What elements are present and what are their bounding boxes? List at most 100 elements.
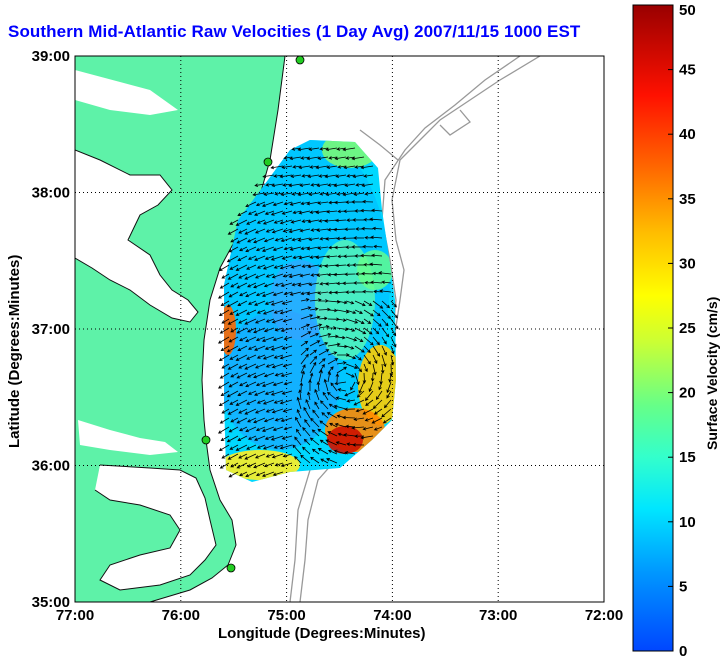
velocity-arrow (226, 345, 239, 353)
velocity-arrow (247, 372, 257, 378)
velocity-arrow (319, 439, 329, 446)
velocity-arrow (350, 381, 356, 391)
velocity-arrow (335, 174, 347, 178)
velocity-arrow (300, 298, 310, 302)
velocity-arrow (256, 309, 266, 314)
y-tick-label: 38:00 (32, 185, 70, 202)
velocity-arrow (334, 156, 347, 161)
velocity-arrow (325, 282, 338, 286)
velocity-arrow (253, 372, 266, 379)
velocity-arrow (345, 354, 357, 360)
velocity-arrow (289, 201, 302, 206)
velocity-arrow (319, 192, 329, 196)
velocity-arrow (360, 253, 374, 258)
velocity-arrow (226, 435, 239, 443)
velocity-arrow (228, 246, 239, 253)
velocity-arrow (325, 147, 338, 152)
velocity-arrow (300, 364, 306, 374)
velocity-arrow (270, 390, 284, 396)
velocity-arrow (237, 300, 248, 306)
velocity-arrow (318, 307, 331, 312)
velocity-arrow (262, 354, 275, 360)
velocity-arrow (378, 381, 383, 391)
velocity-arrow (236, 237, 248, 244)
velocity-arrow (346, 174, 356, 178)
velocity-arrow (364, 390, 374, 402)
velocity-arrow (352, 443, 365, 447)
velocity-arrow (342, 147, 356, 152)
velocity-arrow (271, 318, 284, 324)
colorbar-tick-label: 35 (679, 191, 696, 208)
velocity-arrow (230, 237, 239, 243)
velocity-arrow (307, 219, 320, 224)
velocity-arrow (227, 273, 239, 280)
radar-station (295, 56, 305, 65)
velocity-arrow (345, 327, 356, 332)
velocity-arrow (300, 156, 311, 160)
velocity-arrow (281, 300, 293, 305)
velocity-arrow (319, 420, 329, 428)
velocity-arrow (320, 458, 329, 464)
velocity-arrow (327, 366, 334, 374)
velocity-arrow (373, 408, 383, 415)
velocity-arrow (296, 396, 302, 410)
velocity-arrow (327, 183, 338, 187)
velocity-arrow (292, 210, 302, 215)
velocity-arrow (244, 228, 257, 235)
velocity-arrow (354, 309, 363, 314)
velocity-arrow (360, 165, 374, 170)
velocity-arrow (336, 366, 348, 374)
velocity-arrow (283, 246, 293, 251)
velocity-arrow (345, 309, 357, 315)
velocity-arrow (254, 345, 266, 351)
velocity-arrow (244, 318, 257, 325)
velocity-arrow (219, 462, 230, 469)
velocity-arrow (361, 271, 374, 276)
velocity-arrow (299, 183, 311, 187)
velocity-arrow (326, 254, 338, 259)
velocity-arrow (235, 264, 248, 271)
velocity-arrow (289, 156, 302, 161)
velocity-arrow (282, 228, 293, 233)
velocity-arrow (381, 318, 389, 327)
colorbar-tick-label: 40 (679, 126, 696, 143)
velocity-arrow (290, 219, 302, 224)
velocity-arrow (326, 458, 338, 464)
velocity-arrow (274, 282, 284, 287)
velocity-arrow (263, 462, 275, 468)
velocity-arrow (363, 174, 374, 178)
velocity-arrow (309, 323, 323, 329)
velocity-arrow (300, 454, 311, 464)
velocity-arrow (310, 417, 320, 428)
velocity-arrow (315, 210, 329, 215)
velocity-arrow (263, 192, 275, 196)
velocity-arrow (246, 354, 257, 360)
velocity-arrow (309, 349, 318, 356)
velocity-arrow (336, 335, 346, 340)
velocity-arrow (282, 453, 293, 458)
plot-frame (74, 55, 605, 603)
velocity-arrow (336, 147, 347, 151)
velocity-arrow (254, 228, 266, 234)
velocity-arrow (311, 429, 320, 437)
velocity-arrow (264, 435, 275, 440)
velocity-arrow (247, 462, 257, 468)
map-grid (75, 56, 604, 602)
velocity-arrow (333, 404, 347, 410)
velocity-arrow (318, 349, 330, 356)
velocity-arrow (306, 156, 320, 161)
velocity-arrow (237, 210, 248, 216)
velocity-arrow (363, 345, 371, 354)
y-tick-label: 35:00 (32, 594, 70, 611)
velocity-arrow (265, 273, 275, 278)
velocity-arrow (362, 289, 374, 294)
velocity-arrow (325, 439, 338, 446)
velocity-arrow (247, 417, 257, 423)
x-tick-label: 74:00 (373, 607, 411, 624)
velocity-arrow (334, 422, 347, 428)
velocity-arrow (238, 318, 248, 324)
velocity-arrow (381, 408, 392, 418)
velocity-arrow (245, 426, 257, 433)
velocity-arrow (318, 363, 325, 374)
velocity-arrow (279, 399, 293, 405)
